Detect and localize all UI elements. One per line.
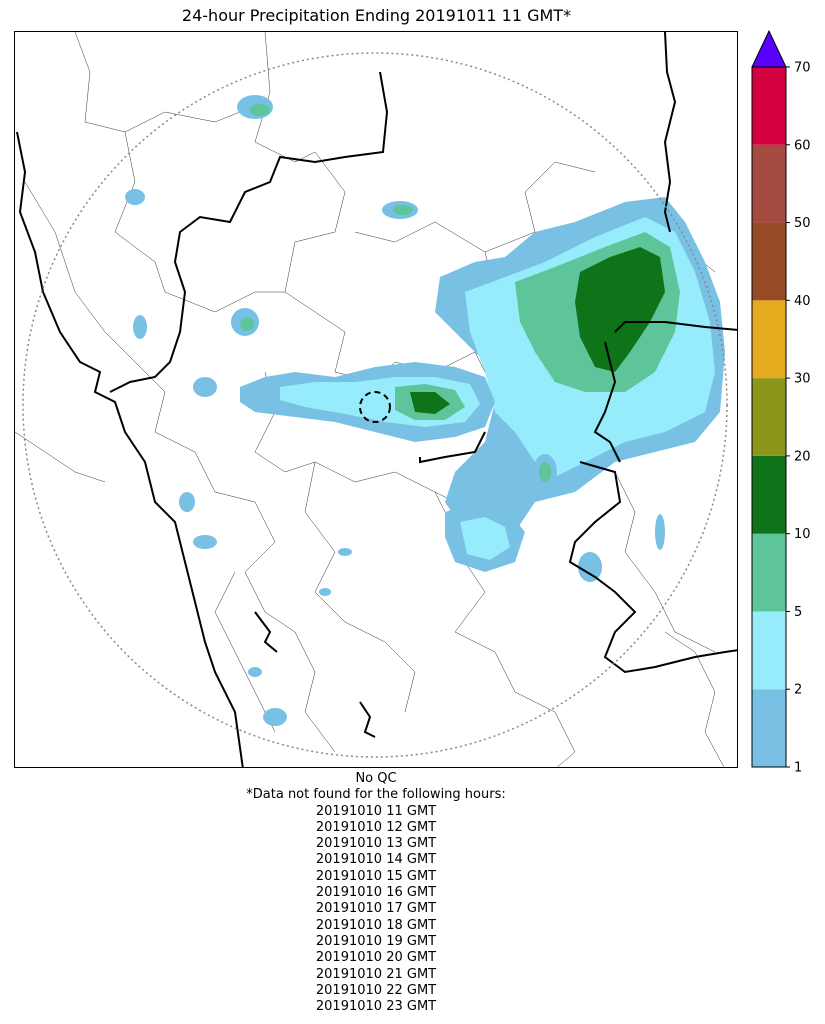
missing-hour-item: 20191010 18 GMT	[315, 917, 437, 933]
state-boundaries	[16, 32, 737, 767]
missing-hour-item: 20191010 14 GMT	[315, 852, 437, 868]
radar-site-marker	[359, 391, 391, 423]
colorbar: 1 2 5 10 20 30 40 50 60 70	[748, 28, 824, 776]
missing-header: *Data not found for the following hours:	[246, 787, 506, 803]
colorbar-segment	[752, 378, 786, 456]
colorbar-tick-label: 40	[794, 294, 811, 309]
colorbar-tick-label: 2	[794, 683, 802, 698]
colorbar-segment	[752, 689, 786, 767]
map-title: 24-hour Precipitation Ending 20191011 11…	[181, 6, 572, 25]
missing-hour-item: 20191010 22 GMT	[315, 982, 437, 998]
missing-hour-item: 20191010 15 GMT	[315, 868, 437, 884]
missing-hours-list: 20191010 11 GMT 20191010 12 GMT 20191010 1…	[14, 804, 738, 1016]
precipitation-map	[14, 31, 738, 768]
missing-hour-item: 20191010 12 GMT	[315, 819, 437, 835]
colorbar-segment	[752, 67, 786, 145]
map-canvas	[15, 32, 737, 767]
colorbar-segment	[752, 455, 786, 534]
radar-range-ring	[22, 52, 728, 758]
missing-hour-item: 20191010 20 GMT	[315, 950, 437, 966]
colorbar-segment	[752, 533, 786, 612]
qc-label: No QC	[355, 771, 397, 786]
missing-hour-item: 20191010 11 GMT	[315, 803, 437, 819]
colorbar-extend-arrow	[751, 29, 787, 68]
colorbar-segment	[752, 222, 786, 301]
colorbar-svg: 1 2 5 10 20 30 40 50 60 70	[751, 29, 811, 776]
missing-hour-item: 20191010 17 GMT	[315, 901, 437, 917]
missing-hour-item: 20191010 13 GMT	[315, 836, 437, 852]
notes: No QC *Data not found for the following …	[14, 771, 738, 1015]
colorbar-tick-label: 70	[794, 61, 811, 76]
precip-field	[125, 95, 725, 726]
colorbar-tick-label: 10	[794, 527, 811, 542]
colorbar-tick-label: 20	[794, 449, 811, 464]
missing-hour-item: 20191010 23 GMT	[315, 999, 437, 1015]
colorbar-segment	[752, 144, 786, 223]
colorbar-tick-label: 5	[794, 605, 802, 620]
colorbar-tick-label: 30	[794, 372, 811, 387]
colorbar-segment	[752, 611, 786, 690]
colorbar-tick-label: 50	[794, 216, 811, 231]
colorbar-tick-label: 60	[794, 138, 811, 153]
missing-hour-item: 20191010 19 GMT	[315, 933, 437, 949]
missing-hour-item: 20191010 21 GMT	[315, 966, 437, 982]
colorbar-frame	[751, 66, 787, 768]
missing-hour-item: 20191010 16 GMT	[315, 885, 437, 901]
colorbar-tick-label: 1	[794, 761, 802, 776]
colorbar-segment	[752, 300, 786, 379]
